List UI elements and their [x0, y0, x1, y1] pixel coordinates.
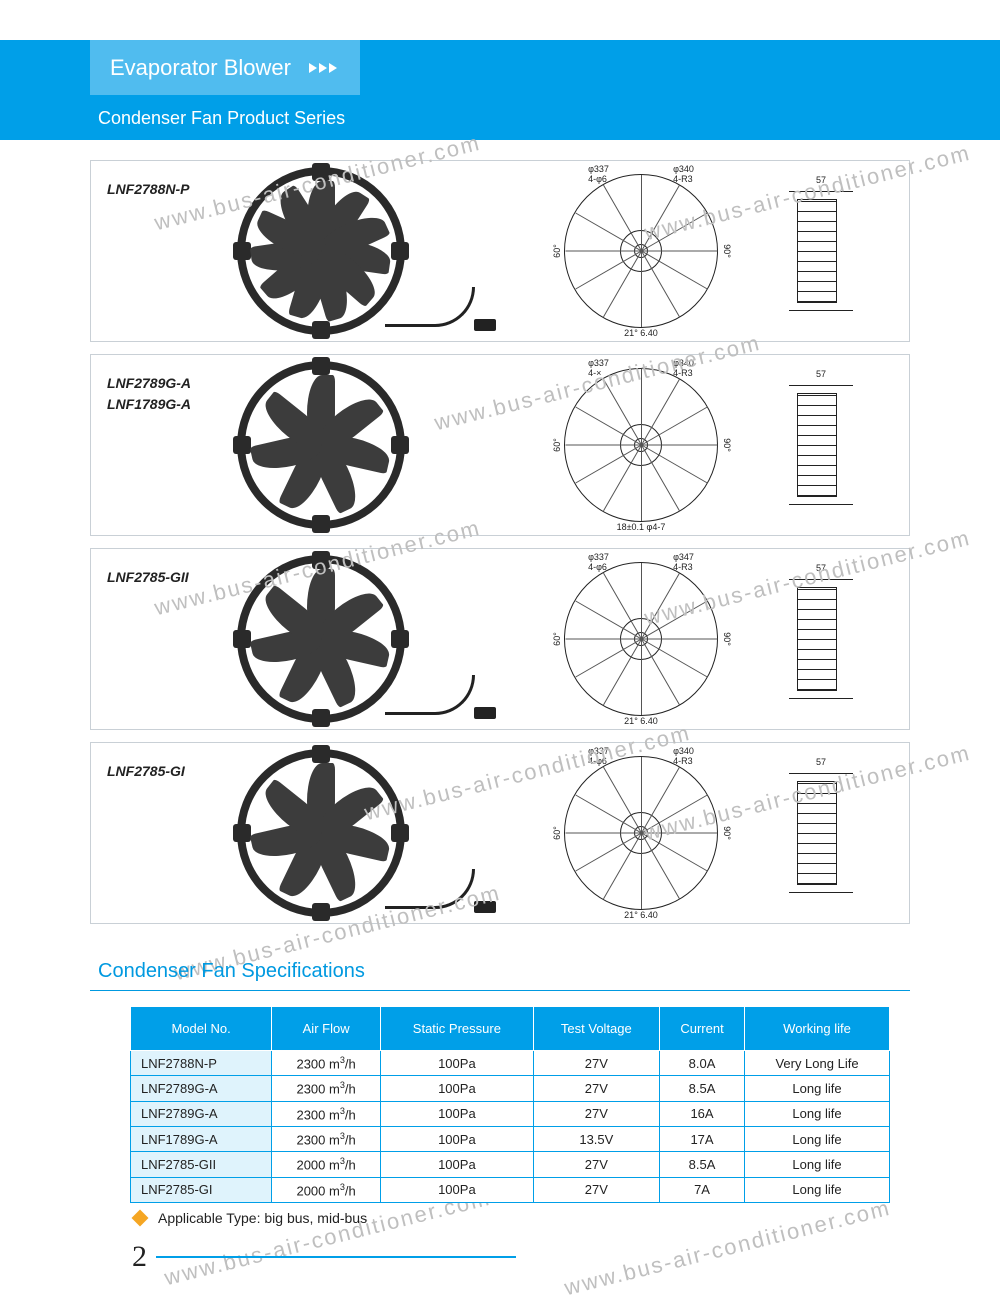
side-view-drawing: 57: [761, 365, 881, 525]
table-header: Air Flow: [272, 1007, 381, 1051]
side-view-drawing: 57: [761, 753, 881, 913]
table-cell: 17A: [660, 1126, 745, 1151]
spec-heading: Condenser Fan Specifications: [98, 960, 365, 983]
table-cell: 8.5A: [660, 1076, 745, 1101]
table-cell: 16A: [660, 1101, 745, 1126]
page-line: [156, 1256, 516, 1258]
table-cell: 2300 m3/h: [272, 1101, 381, 1126]
table-cell: LNF2788N-P: [131, 1051, 272, 1076]
product-card: LNF2785-GII φ3374-φ6φ3474-R3 60° 90° 21°…: [90, 548, 910, 730]
table-cell: 27V: [533, 1152, 659, 1177]
watermark: www.bus-air-conditioner.com: [562, 1195, 894, 1301]
table-cell: 27V: [533, 1177, 659, 1202]
footer-note-text: Applicable Type: big bus, mid-bus: [158, 1210, 367, 1226]
table-cell: Long life: [745, 1152, 890, 1177]
table-cell: 100Pa: [381, 1152, 534, 1177]
table-cell: 2000 m3/h: [272, 1152, 381, 1177]
table-cell: 13.5V: [533, 1126, 659, 1151]
table-row: LNF2788N-P2300 m3/h100Pa27V8.0AVery Long…: [131, 1051, 890, 1076]
fan-photo: [221, 361, 421, 529]
table-cell: 100Pa: [381, 1076, 534, 1101]
diamond-icon: [132, 1210, 149, 1227]
product-label: LNF2789G-ALNF1789G-A: [101, 361, 221, 415]
table-cell: 27V: [533, 1051, 659, 1076]
product-label: LNF2785-GII: [101, 555, 221, 588]
table-cell: Long life: [745, 1126, 890, 1151]
table-cell: 100Pa: [381, 1051, 534, 1076]
table-cell: 27V: [533, 1076, 659, 1101]
table-cell: 8.0A: [660, 1051, 745, 1076]
table-cell: Very Long Life: [745, 1051, 890, 1076]
product-label: LNF2788N-P: [101, 167, 221, 200]
product-label: LNF2785-GI: [101, 749, 221, 782]
table-cell: 2300 m3/h: [272, 1126, 381, 1151]
fan-photo: [221, 555, 421, 723]
table-cell: Long life: [745, 1177, 890, 1202]
table-row: LNF1789G-A2300 m3/h100Pa13.5V17ALong lif…: [131, 1126, 890, 1151]
table-header: Model No.: [131, 1007, 272, 1051]
table-cell: LNF2789G-A: [131, 1101, 272, 1126]
table-header: Test Voltage: [533, 1007, 659, 1051]
table-cell: 7A: [660, 1177, 745, 1202]
table-cell: 2000 m3/h: [272, 1177, 381, 1202]
table-header: Static Pressure: [381, 1007, 534, 1051]
table-cell: 100Pa: [381, 1177, 534, 1202]
technical-drawing: φ3374-×φ3404-R3 60° 90° 18±0.1 φ4-7: [521, 360, 761, 530]
product-card: LNF2785-GI φ3374-φ6φ3404-R3 60° 90° 21° …: [90, 742, 910, 924]
footer-note: Applicable Type: big bus, mid-bus: [134, 1210, 367, 1226]
table-cell: Long life: [745, 1076, 890, 1101]
spec-heading-line: [90, 990, 910, 991]
spec-table: Model No.Air FlowStatic PressureTest Vol…: [130, 1006, 890, 1203]
technical-drawing: φ3374-φ6φ3474-R3 60° 90° 21° 6.40: [521, 554, 761, 724]
table-header: Current: [660, 1007, 745, 1051]
table-cell: LNF1789G-A: [131, 1126, 272, 1151]
table-cell: 2300 m3/h: [272, 1051, 381, 1076]
table-cell: 27V: [533, 1101, 659, 1126]
table-row: LNF2785-GII2000 m3/h100Pa27V8.5ALong lif…: [131, 1152, 890, 1177]
table-cell: LNF2789G-A: [131, 1076, 272, 1101]
fan-photo: [221, 167, 421, 335]
side-view-drawing: 57: [761, 559, 881, 719]
header-subtitle: Condenser Fan Product Series: [98, 108, 345, 129]
page-number: 2: [132, 1240, 147, 1274]
header-tab: Evaporator Blower: [90, 40, 360, 95]
technical-drawing: φ3374-φ6φ3404-R3 60° 90° 21° 6.40: [521, 748, 761, 918]
product-card: LNF2789G-ALNF1789G-A φ3374-×φ3404-R3 60°…: [90, 354, 910, 536]
product-card: LNF2788N-P φ3374-φ6φ3404-R3 60° 90° 21° …: [90, 160, 910, 342]
table-cell: 8.5A: [660, 1152, 745, 1177]
side-view-drawing: 57: [761, 171, 881, 331]
table-cell: 2300 m3/h: [272, 1076, 381, 1101]
table-header: Working life: [745, 1007, 890, 1051]
table-cell: LNF2785-GII: [131, 1152, 272, 1177]
table-row: LNF2789G-A2300 m3/h100Pa27V16ALong life: [131, 1101, 890, 1126]
arrows-icon: [309, 63, 337, 73]
table-cell: 100Pa: [381, 1101, 534, 1126]
fan-photo: [221, 749, 421, 917]
table-cell: Long life: [745, 1101, 890, 1126]
header-tab-label: Evaporator Blower: [110, 55, 291, 81]
table-cell: LNF2785-GI: [131, 1177, 272, 1202]
table-row: LNF2789G-A2300 m3/h100Pa27V8.5ALong life: [131, 1076, 890, 1101]
table-cell: 100Pa: [381, 1126, 534, 1151]
table-row: LNF2785-GI2000 m3/h100Pa27V7ALong life: [131, 1177, 890, 1202]
technical-drawing: φ3374-φ6φ3404-R3 60° 90° 21° 6.40: [521, 166, 761, 336]
product-list: LNF2788N-P φ3374-φ6φ3404-R3 60° 90° 21° …: [90, 160, 910, 936]
